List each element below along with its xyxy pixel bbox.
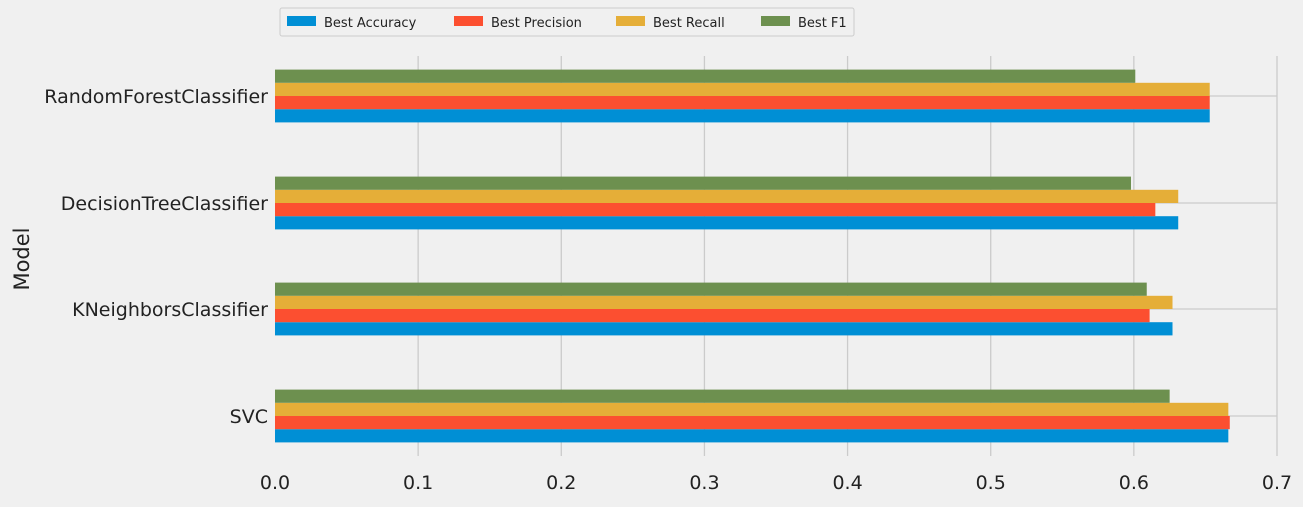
bar-best-recall [275,402,1229,416]
x-tick-label: 0.7 [1262,472,1292,494]
bar-best-accuracy [275,322,1173,336]
bar-best-f1 [275,389,1170,403]
bar-best-accuracy [275,429,1229,443]
legend-swatch [287,16,316,26]
x-tick-label: 0.1 [403,472,433,494]
bar-best-f1 [275,282,1147,296]
y-tick-label: DecisionTreeClassifier [61,193,268,215]
bar-best-recall [275,295,1173,309]
y-axis-title: Model [10,227,34,290]
y-tick-label: RandomForestClassifier [44,86,268,108]
bar-best-f1 [275,69,1136,83]
x-tick-label: 0.3 [689,472,719,494]
x-tick-label: 0.6 [1119,472,1149,494]
bar-best-precision [275,416,1230,430]
x-tick-label: 0.5 [976,472,1006,494]
y-tick-label: SVC [230,406,268,428]
x-tick-labels: 0.0 0.1 0.2 0.3 0.4 0.5 0.6 0.7 [260,472,1292,494]
y-tick-labels: SVC KNeighborsClassifier DecisionTreeClass… [44,86,268,428]
legend-box [279,7,855,37]
bar-best-accuracy [275,109,1210,123]
legend-label: Best F1 [798,16,847,31]
bar-best-recall [275,189,1179,203]
legend-label: Best Precision [491,16,582,31]
bar-best-recall [275,82,1210,96]
legend: Best Accuracy Best Precision Best Recall Be… [279,7,855,37]
x-tick-label: 0.2 [546,472,576,494]
bar-best-precision [275,96,1210,110]
legend-label: Best Accuracy [324,16,417,31]
bar-best-precision [275,203,1156,217]
bars [275,69,1230,443]
x-tick-label: 0.4 [832,472,862,494]
legend-swatch [761,16,790,26]
legend-swatch [454,16,483,26]
bar-best-precision [275,309,1150,323]
bar-best-accuracy [275,216,1179,230]
bar-best-f1 [275,176,1131,190]
legend-swatch [616,16,645,26]
x-tick-label: 0.0 [260,472,290,494]
legend-label: Best Recall [653,16,725,31]
y-tick-label: KNeighborsClassifier [72,299,268,321]
